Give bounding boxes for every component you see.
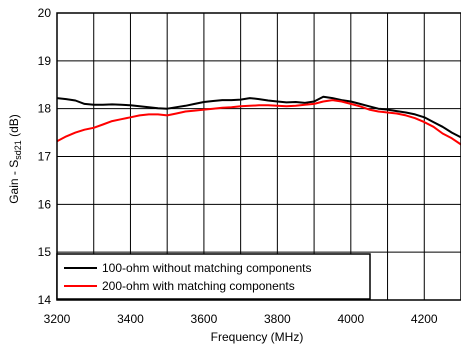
y-tick-labels: 14 15 16 17 18 19 20 (38, 6, 52, 307)
x-tick-label: 3400 (117, 312, 144, 326)
legend: 100-ohm without matching components 200-… (56, 253, 371, 300)
y-axis-label-main: Gain - S (7, 160, 21, 204)
y-tick-label: 18 (38, 102, 52, 116)
y-tick-label: 14 (38, 293, 52, 307)
grid (57, 13, 461, 300)
legend-box (56, 253, 371, 300)
y-axis-label: Gain - Ssd21 (dB) (7, 114, 23, 204)
x-axis-label: Frequency (MHz) (211, 330, 304, 344)
x-tick-label: 3200 (44, 312, 71, 326)
legend-label-100-ohm: 100-ohm without matching components (102, 261, 311, 275)
x-tick-label: 3600 (191, 312, 218, 326)
y-tick-label: 16 (38, 197, 52, 211)
x-tick-label: 4200 (411, 312, 438, 326)
x-tick-label: 4000 (337, 312, 364, 326)
series-line-1 (56, 99, 461, 146)
y-tick-label: 17 (38, 150, 52, 164)
y-tick-label: 19 (38, 54, 52, 68)
x-tick-labels: 3200 3400 3600 3800 4000 4200 (44, 312, 438, 326)
y-axis-label-unit: (dB) (7, 114, 21, 140)
series-layer (56, 95, 461, 146)
y-axis-label-subscript: sd21 (13, 140, 23, 160)
y-tick-label: 15 (38, 245, 52, 259)
y-tick-label: 20 (38, 6, 52, 20)
series-line-0 (56, 95, 461, 139)
plot-frame (56, 12, 461, 301)
x-tick-label: 3800 (264, 312, 291, 326)
legend-label-200-ohm: 200-ohm with matching components (102, 279, 295, 293)
